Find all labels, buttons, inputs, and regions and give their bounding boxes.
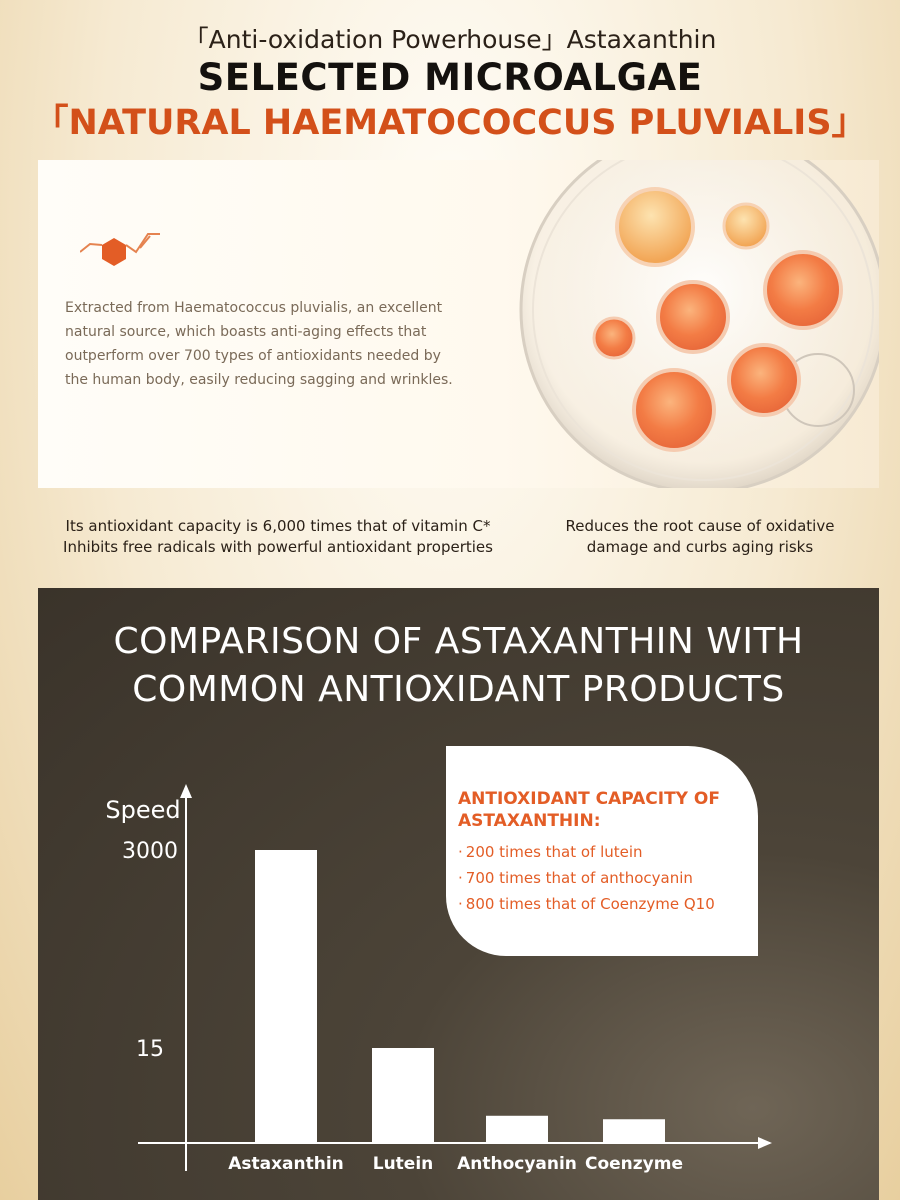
comparison-title-line2: COMMON ANTIOXIDANT PRODUCTS <box>132 669 785 710</box>
claim-right: Reduces the root cause of oxidative dama… <box>540 516 860 558</box>
claim-left-line1: Its antioxidant capacity is 6,000 times … <box>65 517 491 535</box>
feature-card: Extracted from Haematococcus pluvialis, … <box>38 160 879 488</box>
y-tick-label: 3000 <box>122 839 178 864</box>
info-item: 800 times that of Coenzyme Q10 <box>458 895 758 913</box>
bar-coenzyme <box>603 1119 665 1143</box>
bar-chart: Speed 3000 15 Astaxanthin Lutein Anthocyanin C… <box>105 784 772 1174</box>
petri-dish-image <box>519 160 879 488</box>
y-axis-arrow <box>180 784 192 798</box>
molecule-icon <box>80 233 160 266</box>
comparison-title: COMPARISON OF ASTAXANTHIN WITH COMMON AN… <box>38 618 879 714</box>
x-tick-label: Coenzyme <box>585 1154 683 1174</box>
page-headline: SELECTED MICROALGAE <box>197 56 703 99</box>
info-item: 700 times that of anthocyanin <box>458 869 758 887</box>
x-tick-label: Astaxanthin <box>228 1154 344 1174</box>
feature-description: Extracted from Haematococcus pluvialis, … <box>65 300 453 388</box>
page-subtitle: 「Anti-oxidation Powerhouse」Astaxanthin <box>183 25 717 54</box>
page-headline-accent: 「NATURAL HAEMATOCOCCUS PLUVIALIS」 <box>33 103 867 143</box>
comparison-panel: COMPARISON OF ASTAXANTHIN WITH COMMON AN… <box>38 588 879 1200</box>
bar-astaxanthin <box>255 850 317 1143</box>
info-item: 200 times that of lutein <box>458 843 758 861</box>
y-tick-label: 15 <box>136 1037 164 1062</box>
x-axis-arrow <box>758 1137 772 1149</box>
x-tick-label: Lutein <box>373 1154 434 1174</box>
bar-lutein <box>372 1048 434 1143</box>
claim-left-line2: Inhibits free radicals with powerful ant… <box>63 538 493 556</box>
comparison-title-line1: COMPARISON OF ASTAXANTHIN WITH <box>113 621 804 662</box>
info-card-title: ANTIOXIDANT CAPACITY OF ASTAXANTHIN: <box>458 789 720 831</box>
claim-left: Its antioxidant capacity is 6,000 times … <box>48 516 508 558</box>
x-tick-label: Anthocyanin <box>457 1154 577 1174</box>
bar-anthocyanin <box>486 1115 548 1143</box>
claim-right-line2: damage and curbs aging risks <box>586 538 814 556</box>
y-axis-label: Speed <box>105 796 180 824</box>
claim-right-line1: Reduces the root cause of oxidative <box>565 517 835 535</box>
info-card: ANTIOXIDANT CAPACITY OF ASTAXANTHIN: 200… <box>446 746 758 956</box>
